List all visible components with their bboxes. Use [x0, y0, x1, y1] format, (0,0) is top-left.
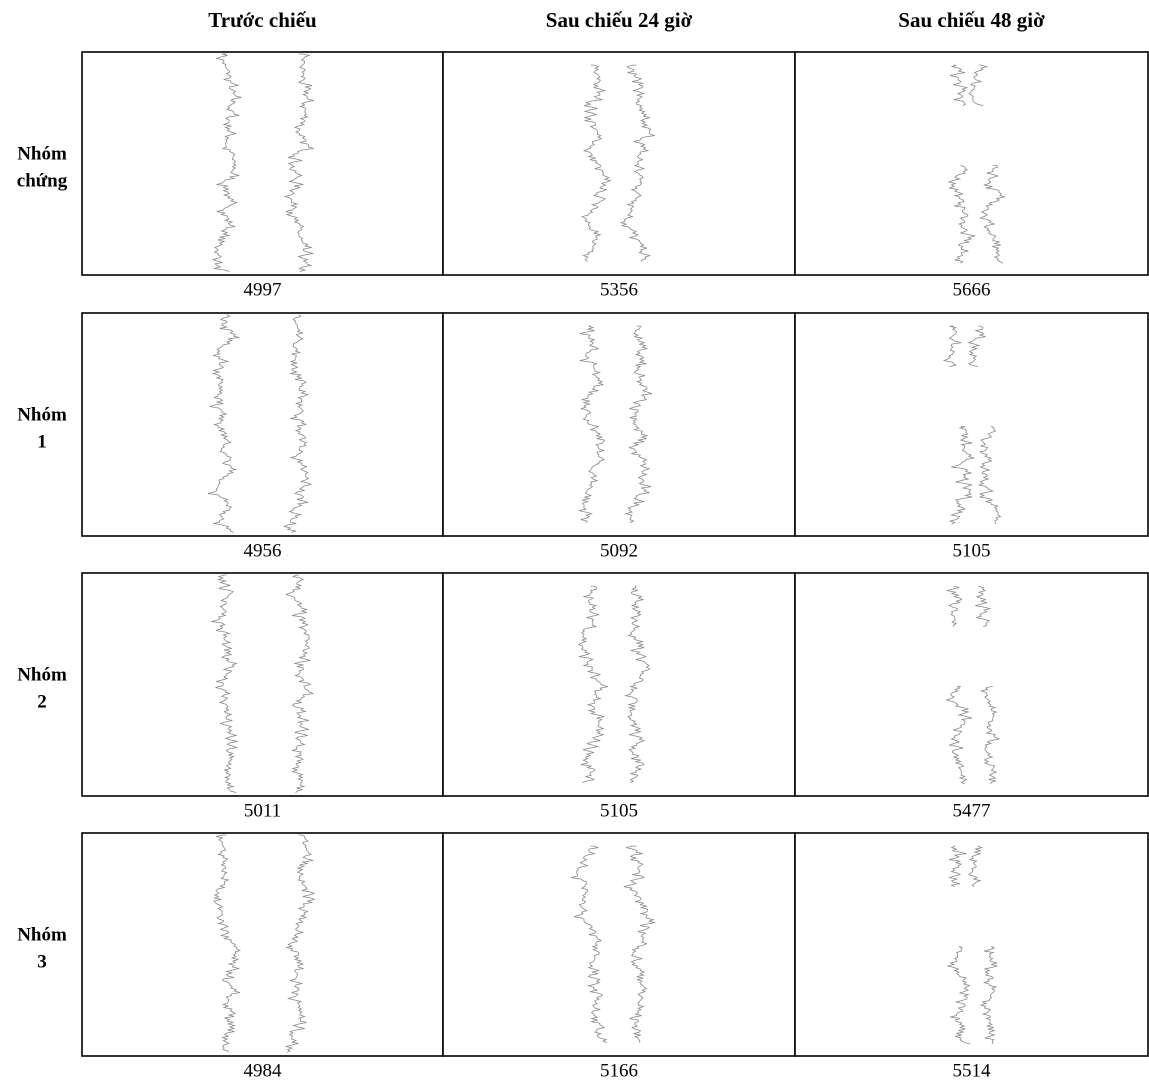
image-panel [82, 573, 443, 796]
image-panel [82, 52, 443, 275]
cell-count: 5011 [244, 800, 281, 821]
cell-count: 4984 [244, 1060, 283, 1081]
cell-count: 5477 [953, 800, 991, 821]
column-header: Sau chiếu 24 giờ [546, 8, 693, 32]
image-panel [795, 313, 1148, 536]
row-label: 3 [37, 951, 47, 972]
image-panel [443, 833, 795, 1056]
cell-count: 5166 [600, 1060, 638, 1081]
image-panel [795, 833, 1148, 1056]
image-panel [443, 52, 795, 275]
cell-count: 5356 [600, 279, 638, 300]
row-label: chứng [17, 170, 68, 191]
column-header: Sau chiếu 48 giờ [898, 8, 1045, 32]
figure: Trước chiếu Sau chiếu 24 giờ Sau chiếu 48 … [0, 0, 1149, 1086]
cell-count: 4956 [244, 540, 282, 561]
image-panel [82, 313, 443, 536]
row-label: Nhóm [17, 143, 67, 164]
row-label: Nhóm [17, 404, 67, 425]
cell-count: 5666 [953, 279, 991, 300]
cell-count: 5514 [953, 1060, 992, 1081]
row-label: 1 [37, 431, 47, 452]
row-label: Nhóm [17, 664, 67, 685]
image-panel [443, 313, 795, 536]
row-label: 2 [37, 691, 47, 712]
image-panel [82, 833, 443, 1056]
cell-count: 5092 [600, 540, 638, 561]
cell-count: 4997 [244, 279, 282, 300]
image-panel [795, 52, 1148, 275]
column-header: Trước chiếu [208, 8, 317, 32]
image-panel [795, 573, 1148, 796]
cell-count: 5105 [953, 540, 991, 561]
image-panel [443, 573, 795, 796]
cell-count: 5105 [600, 800, 638, 821]
row-label: Nhóm [17, 924, 67, 945]
